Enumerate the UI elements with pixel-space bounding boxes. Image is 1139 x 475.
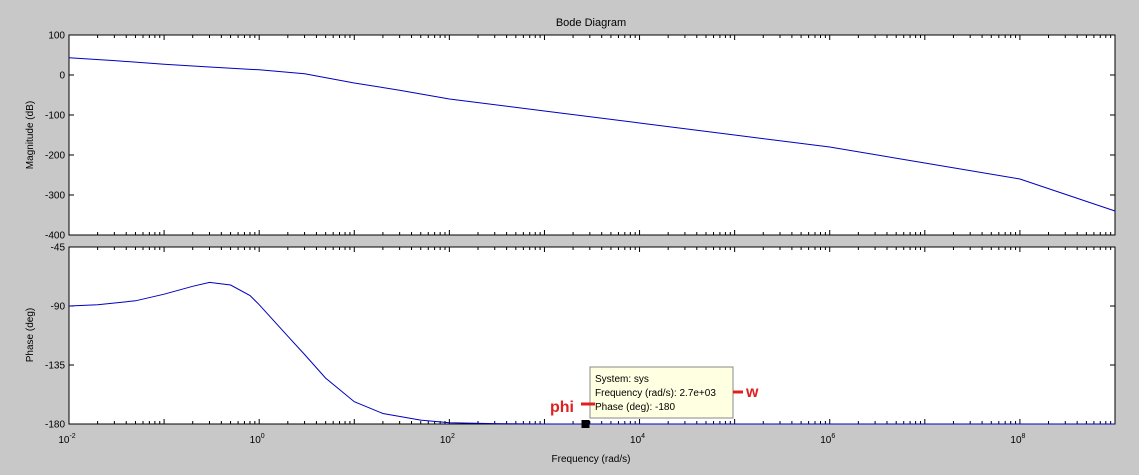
x-tick-label: 104: [630, 433, 645, 446]
x-tick-label: 10-2: [58, 433, 75, 446]
x-tick-labels: 10-2 100 102 104 106 108: [58, 433, 1025, 446]
magnitude-x-ticks: [68, 35, 1116, 235]
x-tick-exponent: 0: [261, 433, 265, 440]
x-tick-exponent: 2: [451, 433, 455, 440]
phase-y-tick-label: -180: [45, 420, 65, 431]
data-tip-phase: Phase (deg): -180: [595, 402, 675, 413]
magnitude-y-tick-label: -300: [45, 191, 65, 202]
x-tick-base: 10: [1010, 435, 1022, 446]
x-tick-label: 106: [820, 433, 835, 446]
x-tick-exponent: -2: [69, 433, 75, 440]
x-tick-base: 10: [250, 435, 262, 446]
magnitude-y-ticks: 100 0 -100 -200 -300 -400: [45, 31, 1115, 242]
phase-y-tick-label: -45: [51, 243, 66, 254]
x-tick-exponent: 8: [1022, 433, 1026, 440]
chart-title: Bode Diagram: [556, 17, 626, 29]
x-tick-label: 108: [1010, 433, 1025, 446]
data-tip-frequency: Frequency (rad/s): 2.7e+03: [595, 388, 716, 399]
x-tick-base: 10: [58, 435, 70, 446]
data-tip-marker[interactable]: [581, 420, 590, 428]
magnitude-axis-label: Magnitude (dB): [25, 101, 36, 169]
x-tick-base: 10: [440, 435, 452, 446]
phase-axis-label: Phase (deg): [25, 308, 36, 362]
magnitude-series-line: [68, 57, 1116, 212]
x-axis-label: Frequency (rad/s): [552, 454, 631, 465]
phi-annotation: phi: [550, 399, 574, 416]
x-tick-exponent: 4: [641, 433, 645, 440]
magnitude-y-tick-label: -200: [45, 151, 65, 162]
x-tick-base: 10: [820, 435, 832, 446]
x-tick-label: 102: [440, 433, 455, 446]
magnitude-y-tick-label: 100: [48, 31, 65, 42]
magnitude-axes: [68, 34, 1116, 236]
w-annotation: w: [745, 384, 759, 401]
data-tip-box[interactable]: [589, 366, 734, 419]
phase-y-tick-label: -135: [45, 361, 65, 372]
x-tick-exponent: 6: [831, 433, 835, 440]
x-tick-base: 10: [630, 435, 642, 446]
x-tick-label: 100: [250, 433, 265, 446]
magnitude-y-tick-label: 0: [59, 71, 65, 82]
data-tip[interactable]: System: sys Frequency (rad/s): 2.7e+03 P…: [581, 366, 734, 428]
phase-y-tick-label: -90: [51, 302, 66, 313]
magnitude-y-tick-label: -100: [45, 111, 65, 122]
data-tip-system: System: sys: [595, 374, 649, 385]
phase-series-line: [68, 281, 1115, 425]
magnitude-y-tick-label: -400: [45, 231, 65, 242]
